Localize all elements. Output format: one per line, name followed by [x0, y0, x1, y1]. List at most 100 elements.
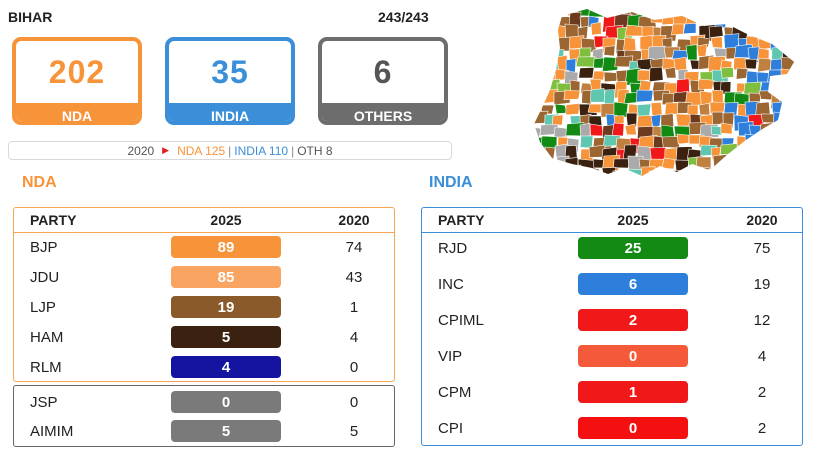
constituency-region[interactable]	[785, 4, 798, 18]
constituency-region[interactable]	[543, 23, 559, 36]
constituency-region[interactable]	[736, 144, 749, 156]
constituency-region[interactable]	[711, 170, 723, 182]
constituency-region[interactable]	[564, 156, 579, 175]
constituency-region[interactable]	[745, 157, 762, 171]
table-row[interactable]: BJP 89 74	[14, 235, 394, 259]
constituency-region[interactable]	[601, 167, 617, 177]
constituency-region[interactable]	[676, 133, 690, 145]
constituency-region[interactable]	[581, 181, 596, 182]
constituency-region[interactable]	[579, 135, 594, 149]
constituency-region[interactable]	[771, 158, 787, 176]
constituency-region[interactable]	[555, 155, 571, 171]
constituency-region[interactable]	[782, 79, 795, 96]
constituency-region[interactable]	[720, 67, 734, 79]
constituency-region[interactable]	[771, 148, 790, 164]
constituency-region[interactable]	[758, 90, 774, 101]
constituency-region[interactable]	[742, 169, 756, 182]
constituency-region[interactable]	[534, 25, 552, 41]
constituency-region[interactable]	[746, 6, 766, 20]
constituency-region[interactable]	[710, 4, 723, 17]
constituency-region[interactable]	[759, 4, 778, 21]
constituency-region[interactable]	[719, 143, 739, 155]
constituency-region[interactable]	[682, 4, 702, 19]
constituency-region[interactable]	[650, 114, 662, 129]
constituency-region[interactable]	[778, 22, 794, 36]
constituency-region[interactable]	[599, 178, 613, 182]
constituency-region[interactable]	[568, 11, 582, 29]
constituency-region[interactable]	[795, 57, 800, 71]
constituency-region[interactable]	[759, 81, 776, 93]
constituency-region[interactable]	[601, 56, 620, 72]
constituency-region[interactable]	[784, 157, 798, 169]
constituency-region[interactable]	[719, 4, 738, 17]
table-row[interactable]: JDU 85 43	[14, 265, 394, 289]
constituency-region[interactable]	[733, 177, 749, 182]
constituency-region[interactable]	[782, 146, 796, 157]
constituency-region[interactable]	[563, 89, 581, 101]
constituency-region[interactable]	[551, 114, 564, 126]
constituency-region[interactable]	[797, 100, 800, 116]
constituency-region[interactable]	[759, 13, 777, 26]
constituency-region[interactable]	[532, 16, 549, 32]
constituency-region[interactable]	[553, 165, 567, 177]
constituency-region[interactable]	[575, 56, 596, 68]
constituency-region[interactable]	[592, 70, 606, 82]
constituency-region[interactable]	[542, 47, 560, 67]
constituency-region[interactable]	[792, 133, 800, 146]
constituency-region[interactable]	[758, 122, 775, 137]
constituency-region[interactable]	[737, 156, 753, 171]
constituency-region[interactable]	[744, 58, 758, 70]
constituency-region[interactable]	[590, 88, 606, 103]
constituency-region[interactable]	[603, 45, 616, 57]
constituency-region[interactable]	[544, 37, 560, 50]
constituency-region[interactable]	[698, 102, 711, 116]
table-row[interactable]: CPI 0 2	[422, 416, 802, 440]
constituency-region[interactable]	[766, 69, 784, 85]
constituency-region[interactable]	[532, 60, 543, 72]
constituency-region[interactable]	[569, 164, 582, 177]
constituency-region[interactable]	[533, 168, 545, 182]
constituency-region[interactable]	[782, 135, 799, 149]
constituency-region[interactable]	[639, 79, 652, 92]
constituency-region[interactable]	[695, 156, 712, 170]
constituency-region[interactable]	[532, 4, 543, 17]
constituency-region[interactable]	[613, 101, 629, 118]
constituency-region[interactable]	[639, 166, 656, 182]
constituency-region[interactable]	[744, 133, 758, 151]
constituency-region[interactable]	[783, 102, 800, 114]
constituency-region[interactable]	[782, 13, 795, 28]
constituency-region[interactable]	[778, 91, 793, 104]
constituency-region[interactable]	[793, 111, 800, 125]
constituency-region[interactable]	[577, 25, 589, 40]
constituency-region[interactable]	[696, 43, 708, 57]
constituency-region[interactable]	[613, 158, 631, 169]
others-tally-card[interactable]: 6 OTHERS	[318, 37, 448, 125]
constituency-region[interactable]	[661, 136, 680, 149]
table-row[interactable]: HAM 5 4	[14, 325, 394, 349]
constituency-region[interactable]	[731, 11, 744, 25]
constituency-region[interactable]	[576, 167, 593, 182]
constituency-region[interactable]	[682, 22, 697, 35]
bihar-constituency-map-icon[interactable]	[532, 4, 800, 182]
constituency-region[interactable]	[745, 179, 757, 182]
constituency-region[interactable]	[769, 15, 787, 30]
constituency-region[interactable]	[660, 170, 681, 182]
constituency-region[interactable]	[649, 66, 664, 83]
constituency-region[interactable]	[792, 35, 800, 49]
constituency-region[interactable]	[684, 178, 696, 182]
constituency-region[interactable]	[544, 5, 559, 16]
table-row[interactable]: CPIML 2 12	[422, 308, 802, 332]
table-row[interactable]: VIP 0 4	[422, 344, 802, 368]
constituency-region[interactable]	[532, 157, 541, 176]
constituency-region[interactable]	[792, 165, 800, 180]
constituency-region[interactable]	[773, 111, 790, 123]
constituency-region[interactable]	[768, 168, 787, 182]
constituency-region[interactable]	[650, 101, 663, 117]
constituency-region[interactable]	[746, 14, 761, 30]
constituency-region[interactable]	[689, 169, 705, 182]
constituency-region[interactable]	[555, 178, 572, 182]
constituency-region[interactable]	[773, 125, 788, 142]
constituency-region[interactable]	[781, 179, 797, 182]
constituency-region[interactable]	[792, 146, 800, 160]
constituency-region[interactable]	[553, 4, 569, 17]
